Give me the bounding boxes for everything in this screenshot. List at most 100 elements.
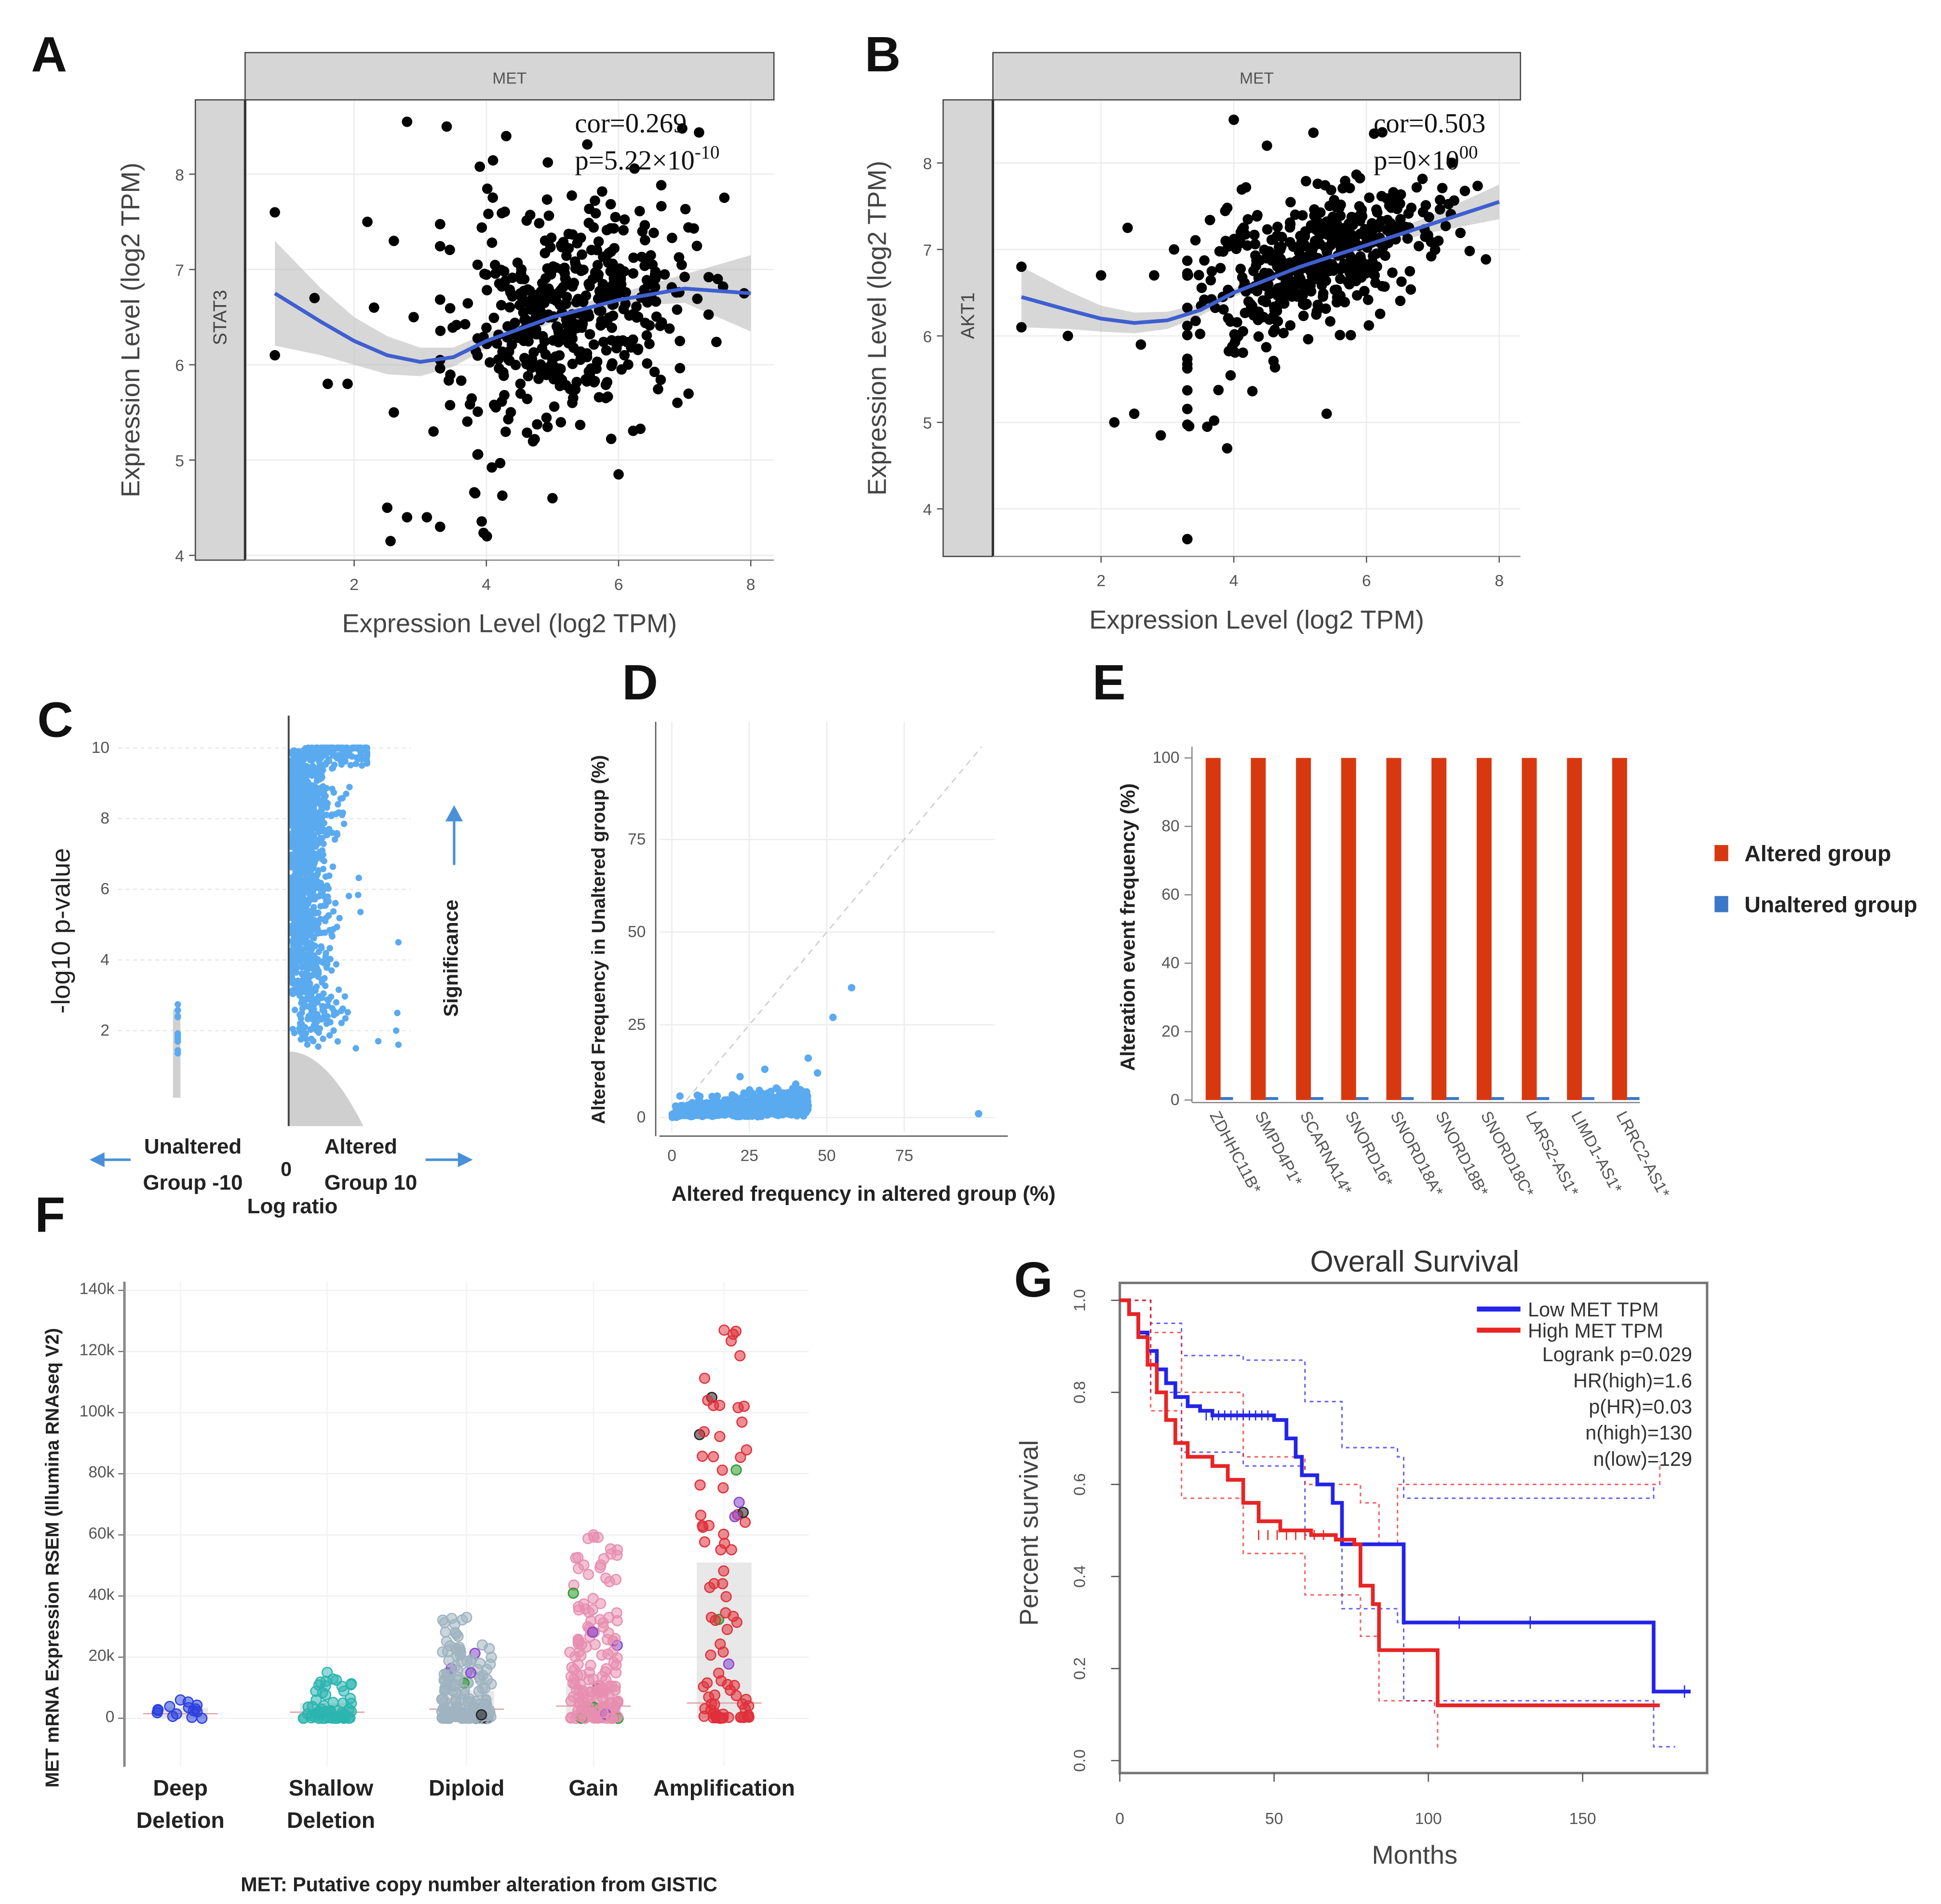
data-point — [561, 250, 572, 261]
data-point — [315, 910, 322, 916]
data-point — [1314, 230, 1325, 241]
data-point — [289, 952, 296, 959]
data-point — [309, 972, 316, 979]
data-point — [314, 999, 321, 1006]
data-point — [717, 281, 728, 292]
data-point — [718, 1529, 729, 1540]
category-label: Shallow — [289, 1775, 374, 1800]
data-point — [515, 273, 526, 284]
data-point — [572, 1636, 584, 1648]
data-point — [330, 789, 337, 796]
data-point — [329, 933, 336, 940]
smooth-line — [1021, 200, 1500, 325]
data-point — [532, 419, 542, 430]
data-point — [368, 302, 379, 313]
data-point — [595, 1598, 607, 1609]
y-tick-label: 75 — [628, 831, 646, 848]
bar-altered — [1386, 758, 1402, 1100]
data-point — [733, 1497, 745, 1508]
data-point — [1411, 182, 1422, 193]
data-point — [318, 976, 325, 983]
data-point — [601, 345, 612, 356]
data-point — [335, 801, 341, 808]
data-point — [1321, 303, 1331, 314]
bar-altered — [1522, 758, 1537, 1100]
data-point — [338, 1019, 345, 1026]
stat-label: n(low)=129 — [1593, 1448, 1692, 1470]
y-tick-label: 0.4 — [1071, 1565, 1089, 1588]
data-point — [435, 522, 445, 532]
data-point — [337, 755, 344, 762]
legend-label: Altered group — [1744, 841, 1891, 866]
data-point — [1459, 186, 1470, 196]
data-point — [302, 944, 310, 951]
data-point — [1318, 291, 1328, 302]
y-tick-label: 25 — [628, 1016, 646, 1033]
data-point — [315, 1029, 322, 1036]
data-point — [717, 1482, 729, 1494]
bar-unaltered — [1401, 1097, 1414, 1100]
data-point — [289, 794, 297, 801]
data-point — [318, 1016, 325, 1023]
data-point — [590, 267, 601, 278]
data-point — [1446, 157, 1457, 168]
data-point — [175, 1032, 181, 1039]
data-point — [465, 1656, 476, 1668]
data-point — [616, 279, 627, 290]
data-point — [1182, 255, 1193, 266]
data-point — [565, 1695, 577, 1707]
data-point — [1284, 237, 1295, 248]
data-point — [1403, 208, 1414, 219]
data-point — [635, 423, 646, 434]
data-point — [440, 1626, 451, 1638]
data-point — [533, 362, 544, 373]
data-point — [754, 1098, 762, 1106]
data-point — [472, 406, 483, 417]
data-point — [1363, 320, 1375, 331]
data-point — [596, 317, 607, 328]
data-point — [335, 809, 342, 816]
data-point — [333, 1010, 340, 1017]
data-point — [642, 297, 653, 308]
data-point — [296, 862, 303, 870]
data-point — [481, 269, 492, 280]
data-point — [1135, 339, 1146, 350]
data-point — [1251, 260, 1262, 271]
data-point — [295, 848, 302, 856]
data-point — [1247, 386, 1258, 397]
data-point — [1228, 114, 1239, 125]
data-point — [291, 1006, 298, 1013]
y-axis-title: MET mRNA Expression RSEM (Illumina RNAse… — [42, 1328, 63, 1787]
data-point — [618, 304, 629, 315]
data-point — [600, 1674, 612, 1686]
data-point — [435, 363, 445, 374]
unaltered-group-label: Group -10 — [143, 1171, 243, 1194]
x-tick-label: 75 — [895, 1147, 913, 1165]
data-point — [294, 855, 301, 861]
data-point — [1196, 282, 1207, 294]
data-point — [735, 1712, 746, 1723]
data-point — [713, 1092, 721, 1100]
y-tick-label: 6 — [923, 328, 932, 346]
data-point-max — [322, 1667, 333, 1678]
data-point — [1315, 207, 1326, 218]
data-point — [1205, 275, 1216, 286]
data-point — [1182, 363, 1193, 374]
data-point — [1269, 324, 1280, 335]
data-point — [741, 1444, 753, 1456]
data-point — [321, 902, 328, 909]
data-point — [602, 391, 613, 402]
data-point-max — [588, 1529, 599, 1541]
data-point — [783, 1098, 791, 1106]
data-point — [1206, 266, 1217, 277]
data-point — [297, 955, 304, 962]
data-point — [676, 1092, 684, 1100]
data-point — [288, 962, 296, 969]
facet-strip-left — [194, 99, 246, 561]
data-point — [308, 918, 315, 925]
data-point — [1278, 328, 1289, 338]
data-point — [341, 993, 349, 1000]
data-point — [597, 1707, 609, 1718]
legend-swatch — [1714, 896, 1728, 912]
data-point — [1345, 330, 1356, 341]
